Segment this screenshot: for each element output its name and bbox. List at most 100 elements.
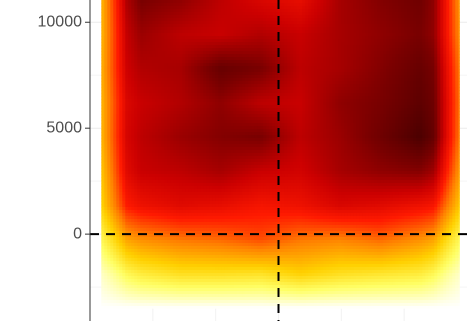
heatmap-cell: [362, 9, 366, 13]
heatmap-cell: [125, 15, 129, 19]
heatmap-cell: [425, 105, 429, 109]
heatmap-cell: [221, 33, 225, 37]
heatmap-cell: [341, 69, 345, 73]
heatmap-cell: [452, 90, 456, 94]
heatmap-cell: [212, 66, 216, 70]
heatmap-cell: [335, 24, 339, 28]
heatmap-cell: [341, 15, 345, 19]
heatmap-cell: [245, 78, 249, 82]
heatmap-cell: [164, 75, 168, 79]
heatmap-cell: [428, 24, 432, 28]
heatmap-cell: [257, 39, 261, 43]
heatmap-cell: [125, 78, 129, 82]
heatmap-cell: [356, 99, 360, 103]
heatmap-cell: [296, 99, 300, 103]
heatmap-cell: [164, 108, 168, 112]
heatmap-cell: [218, 18, 222, 22]
heatmap-cell: [248, 6, 252, 10]
heatmap-cell: [221, 123, 225, 127]
heatmap-cell: [425, 66, 429, 70]
heatmap-cell: [284, 93, 288, 97]
heatmap-cell: [311, 63, 315, 67]
heatmap-cell: [140, 75, 144, 79]
heatmap-cell: [134, 81, 138, 85]
heatmap-cell: [119, 45, 123, 49]
heatmap-cell: [149, 99, 153, 103]
heatmap-cell: [104, 36, 108, 40]
heatmap-cell: [251, 93, 255, 97]
heatmap-cell: [161, 36, 165, 40]
heatmap-cell: [152, 24, 156, 28]
heatmap-cell: [200, 42, 204, 46]
heatmap-cell: [170, 39, 174, 43]
heatmap-cell: [419, 108, 423, 112]
heatmap-cell: [203, 33, 207, 37]
heatmap-cell: [446, 72, 450, 76]
heatmap-cell: [194, 66, 198, 70]
heatmap-cell: [224, 63, 228, 67]
heatmap-cell: [131, 123, 135, 127]
heatmap-cell: [404, 6, 408, 10]
heatmap-cell: [176, 66, 180, 70]
heatmap-cell: [227, 75, 231, 79]
heatmap-cell: [209, 99, 213, 103]
heatmap-cell: [197, 117, 201, 121]
heatmap-cell: [161, 105, 165, 109]
heatmap-cell: [128, 18, 132, 22]
heatmap-cell: [275, 81, 279, 85]
heatmap-cell: [182, 96, 186, 100]
heatmap-cell: [146, 123, 150, 127]
heatmap-cell: [110, 123, 114, 127]
heatmap-cell: [113, 87, 117, 91]
heatmap-cell: [359, 57, 363, 61]
heatmap-cell: [320, 60, 324, 64]
heatmap-cell: [122, 75, 126, 79]
heatmap-cell: [356, 114, 360, 118]
heatmap-cell: [113, 114, 117, 118]
heatmap-cell: [236, 66, 240, 70]
heatmap-cell: [233, 24, 237, 28]
heatmap-cell: [239, 21, 243, 25]
heatmap-cell: [191, 69, 195, 73]
heatmap-cell: [260, 84, 264, 88]
heatmap-cell: [308, 117, 312, 121]
heatmap-cell: [314, 33, 318, 37]
heatmap-cell: [329, 54, 333, 58]
heatmap-cell: [332, 42, 336, 46]
heatmap-cell: [140, 63, 144, 67]
heatmap-cell: [212, 108, 216, 112]
heatmap-cell: [356, 75, 360, 79]
heatmap-cell: [425, 81, 429, 85]
heatmap-cell: [203, 21, 207, 25]
heatmap-cell: [428, 21, 432, 25]
heatmap-cell: [305, 111, 309, 115]
heatmap-cell: [266, 108, 270, 112]
heatmap-cell: [362, 36, 366, 40]
heatmap-cell: [101, 114, 105, 118]
heatmap-cell: [350, 66, 354, 70]
heatmap-cell: [263, 60, 267, 64]
heatmap-cell: [164, 111, 168, 115]
heatmap-cell: [374, 114, 378, 118]
heatmap-cell: [296, 21, 300, 25]
heatmap-cell: [317, 15, 321, 19]
heatmap-cell: [185, 9, 189, 13]
heatmap-cell: [368, 45, 372, 49]
heatmap-cell: [326, 90, 330, 94]
heatmap-cell: [392, 24, 396, 28]
heatmap-cell: [428, 105, 432, 109]
heatmap-cell: [179, 51, 183, 55]
heatmap-cell: [149, 108, 153, 112]
heatmap-cell: [452, 96, 456, 100]
heatmap-cell: [206, 78, 210, 82]
heatmap-cell: [329, 21, 333, 25]
heatmap-cell: [389, 111, 393, 115]
heatmap-cell: [398, 84, 402, 88]
heatmap-cell: [110, 111, 114, 115]
heatmap-cell: [152, 93, 156, 97]
heatmap-cell: [359, 27, 363, 31]
heatmap-cell: [449, 84, 453, 88]
heatmap-cell: [449, 69, 453, 73]
heatmap-cell: [230, 9, 234, 13]
heatmap-cell: [320, 114, 324, 118]
